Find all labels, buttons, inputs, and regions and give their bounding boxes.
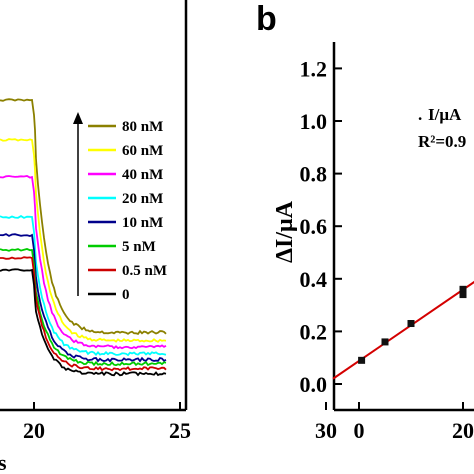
panel-a-series-line xyxy=(0,268,167,377)
panel-b-y-tick-label: 0.0 xyxy=(300,372,328,397)
legend-entry-label: 60 nM xyxy=(122,143,163,159)
legend-entry-label: 5 nM xyxy=(122,239,156,255)
panel-a-series-line xyxy=(0,98,167,335)
panel-b-data-point xyxy=(358,356,366,364)
legend-entry-label: 80 nM xyxy=(122,119,163,135)
panel-a-series-line xyxy=(0,215,167,357)
panel-b-annotation-dot: . xyxy=(418,105,422,124)
panel-b-data-point xyxy=(407,320,415,328)
panel-a-x-tick-label: 20 xyxy=(23,418,45,443)
panel-b-label: b xyxy=(256,0,277,38)
legend-entry-label: 0 xyxy=(122,287,130,303)
panel-a-series-line xyxy=(0,138,167,343)
panel-a-x-tick-label: 30 xyxy=(315,418,337,443)
legend-arrow-head xyxy=(73,112,83,124)
panel-b-fit-line xyxy=(332,280,474,380)
panel-a: 20 25 30 80 nM 60 nM 40 nM 20 nM 10 nM 5 nM 0.5 … xyxy=(0,0,337,474)
panel-b-y-tick-label: 0.6 xyxy=(300,214,328,239)
legend-entry-label: 0.5 nM xyxy=(122,263,167,279)
panel-b-data-point xyxy=(459,285,467,293)
panel-a-series-line xyxy=(0,175,167,350)
panel-a-series-line xyxy=(0,233,167,363)
panel-b: b ΔI/μA 0.00.20.40.60.81.01.20 20 . I/μA … xyxy=(256,0,474,443)
panel-b-y-tick-label: 0.4 xyxy=(300,267,328,292)
legend-entry-label: 20 nM xyxy=(122,191,163,207)
panel-b-y-tick-label: 0.2 xyxy=(300,319,328,344)
panel-b-annotation-line1: I/μA xyxy=(428,105,462,124)
panel-b-x-tick-label: 0 xyxy=(354,418,365,443)
panel-b-data-point xyxy=(459,291,467,299)
panel-b-annotation-line2: R²=0.9 xyxy=(418,132,466,151)
panel-b-data-point xyxy=(381,338,389,346)
legend-entry-label: 40 nM xyxy=(122,167,163,183)
panel-b-x-tick-label: 20 xyxy=(452,418,474,443)
legend-entry-label: 10 nM xyxy=(122,215,163,231)
panel-b-ylabel: ΔI/μA xyxy=(272,200,298,263)
panel-a-x-tick-label: 25 xyxy=(169,418,191,443)
panel-b-y-tick-label: 1.2 xyxy=(300,56,328,81)
panel-b-y-tick-label: 0.8 xyxy=(300,162,328,187)
panel-a-xlabel: s xyxy=(0,450,7,474)
panel-b-y-tick-label: 1.0 xyxy=(300,109,328,134)
